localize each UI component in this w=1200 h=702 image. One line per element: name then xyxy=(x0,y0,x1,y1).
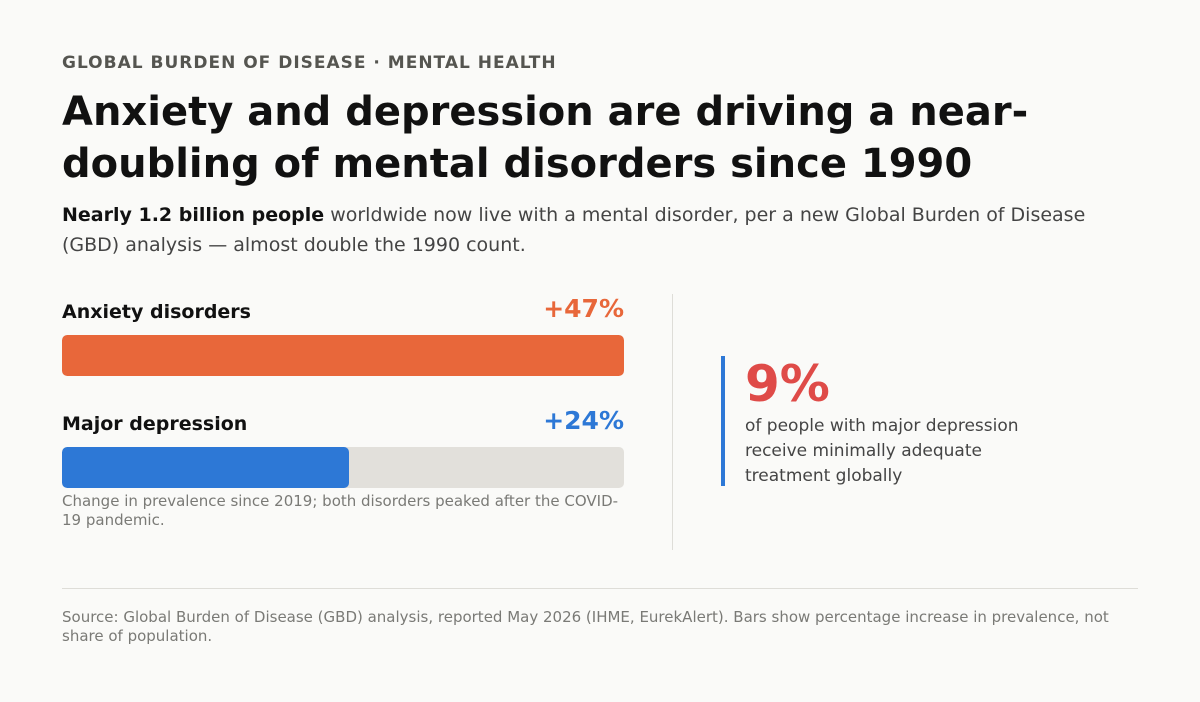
stat-number: 9% xyxy=(745,355,830,413)
infographic: GLOBAL BURDEN OF DISEASE · MENTAL HEALTH… xyxy=(62,52,1138,550)
stat-text: of people with major depression receive … xyxy=(745,416,1019,486)
dek-rest: worldwide now live with a mental disorde… xyxy=(62,204,1086,256)
bar-chart: Anxiety disorders +47% Major depression … xyxy=(62,294,624,529)
bar-row-depression: Major depression +24% xyxy=(62,406,624,518)
chart-note: Change in prevalence since 2019; both di… xyxy=(62,492,619,529)
bar-anxiety xyxy=(62,335,624,376)
bar-value-depression: +24% xyxy=(543,406,624,435)
vertical-divider xyxy=(672,294,673,550)
bar-depression xyxy=(62,447,349,488)
headline: Anxiety and depression are driving a nea… xyxy=(62,89,1029,187)
dek: Nearly 1.2 billion people worldwide now … xyxy=(62,200,1112,260)
bar-value-anxiety: +47% xyxy=(543,294,624,323)
dek-bold: Nearly 1.2 billion people xyxy=(62,204,325,226)
bar-label-anxiety: Anxiety disorders xyxy=(62,301,251,323)
chart-panel: Anxiety disorders +47% Major depression … xyxy=(62,294,1138,550)
bar-label-depression: Major depression xyxy=(62,413,248,435)
source-note: Source: Global Burden of Disease (GBD) a… xyxy=(62,608,1109,645)
bar-row-anxiety: Anxiety disorders +47% xyxy=(62,294,624,406)
kicker: GLOBAL BURDEN OF DISEASE · MENTAL HEALTH xyxy=(62,53,557,73)
stat-callout: 9% of people with major depression recei… xyxy=(721,356,1045,486)
bar-track-anxiety xyxy=(62,335,624,376)
footer-divider xyxy=(62,588,1138,589)
bar-track-depression xyxy=(62,447,624,488)
